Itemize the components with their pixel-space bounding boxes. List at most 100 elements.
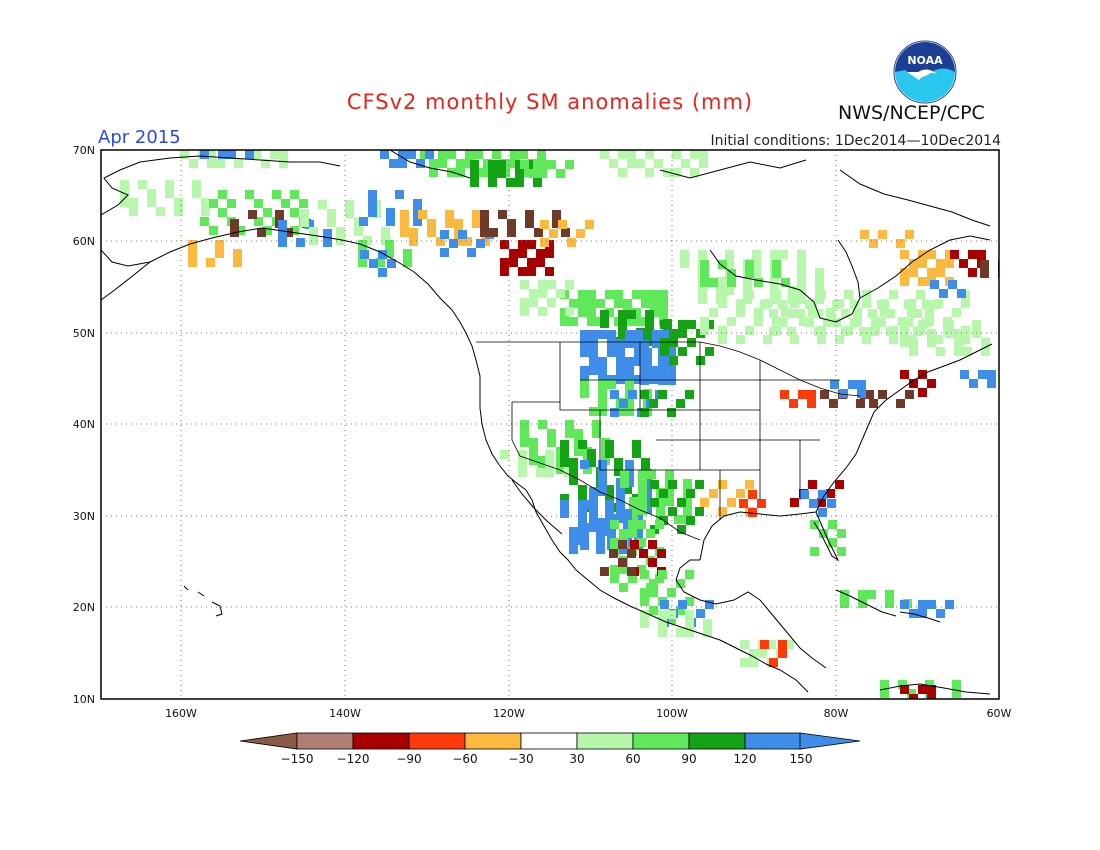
anomaly-cell [598, 366, 607, 375]
anomaly-cell [630, 540, 639, 549]
anomaly-cell [650, 498, 659, 507]
anomaly-cell [518, 459, 527, 468]
anomaly-cell [886, 327, 895, 336]
anomaly-cell [645, 319, 654, 328]
anomaly-cell [616, 366, 625, 375]
anomaly-cell [472, 219, 481, 228]
colorbar: −150 −120 −90 −60 −30 30 60 90 120 150 [239, 732, 861, 766]
anomaly-cell [835, 335, 844, 344]
anomaly-cell [678, 320, 687, 329]
longitude-labels: 160W 140W 120W 100W 80W 60W [165, 707, 1011, 720]
colorbar-high-arrow [799, 732, 861, 750]
anomaly-cell [614, 299, 623, 308]
anomaly-cell [748, 490, 757, 499]
anomaly-cell [643, 478, 652, 487]
anomaly-cell [757, 499, 766, 508]
anomaly-cell [587, 449, 596, 458]
anomaly-cell [227, 150, 236, 159]
anomaly-cell [290, 190, 299, 199]
anomaly-cell [641, 458, 650, 467]
anomaly-cell [248, 210, 257, 219]
anomaly-cell [767, 640, 776, 649]
anomaly-cell [727, 498, 736, 507]
anomaly-cell [844, 290, 853, 299]
anomaly-cell [607, 348, 616, 357]
anomaly-cell [507, 219, 516, 228]
anomaly-cell [589, 366, 598, 375]
anomaly-cell [725, 259, 734, 268]
anomaly-cell [797, 268, 806, 277]
anomaly-cell [345, 209, 354, 218]
anomaly-cell [378, 250, 387, 259]
anomaly-cell [558, 220, 567, 229]
anomaly-cell [859, 327, 868, 336]
lon-label: 120W [493, 707, 525, 720]
anomaly-cell [607, 532, 616, 541]
anomaly-cell [520, 307, 529, 316]
anomaly-cell [627, 567, 636, 576]
anomaly-cell [918, 685, 927, 694]
anomaly-cell [569, 458, 578, 467]
anomaly-cell [650, 299, 659, 308]
anomaly-cell [600, 319, 609, 328]
anomaly-cell [853, 308, 862, 317]
anomaly-cell [318, 200, 327, 209]
anomaly-cell [529, 169, 538, 178]
anomaly-cell [687, 338, 696, 347]
anomaly-cell [665, 470, 674, 479]
agency-label: NWS/NCEP/CPC [838, 102, 985, 124]
anomaly-cell [815, 295, 824, 304]
anomaly-cell [856, 399, 865, 408]
anomaly-cell [718, 335, 727, 344]
anomaly-cell [659, 308, 668, 317]
lon-label: 80W [824, 707, 849, 720]
anomaly-cell [954, 329, 963, 338]
anomaly-cell [278, 229, 287, 238]
anomaly-cell [261, 159, 270, 168]
anomaly-cell [416, 159, 425, 168]
anomaly-cell [969, 379, 978, 388]
anomaly-cell [832, 318, 841, 327]
anomaly-cell [880, 308, 889, 317]
anomaly-cell [918, 277, 927, 286]
anomaly-cell [481, 237, 490, 246]
anomaly-cell [440, 230, 449, 239]
anomaly-cell [954, 338, 963, 347]
anomaly-cell [772, 290, 781, 299]
anomaly-cell [480, 210, 489, 219]
anomaly-cell [567, 238, 576, 247]
anomaly-cell [752, 259, 761, 268]
anomaly-cell [978, 370, 987, 379]
anomaly-cell [699, 159, 708, 168]
anomaly-cell [945, 320, 954, 329]
anomaly-cell [189, 159, 198, 168]
colorbar-box [632, 732, 690, 750]
anomaly-cell [598, 330, 607, 339]
anomaly-cell [538, 160, 547, 169]
anomaly-cell [828, 538, 837, 547]
anomaly-cell [789, 399, 798, 408]
lat-label: 10N [73, 693, 95, 706]
anomaly-cell [629, 515, 638, 524]
anomaly-cell [580, 541, 589, 550]
anomaly-cell [808, 308, 817, 317]
anomaly-cell [518, 450, 527, 459]
anomaly-cell [230, 219, 239, 228]
anomaly-cell [209, 226, 218, 235]
colorbar-label: −30 [508, 752, 533, 766]
anomaly-cell [981, 347, 990, 356]
anomaly-cell [900, 320, 909, 329]
anomaly-cell [977, 250, 986, 259]
anomaly-cell [736, 489, 745, 498]
anomaly-cell [578, 290, 587, 299]
anomaly-cell [681, 159, 690, 168]
anomaly-cell [561, 228, 570, 237]
anomaly-cell [645, 150, 654, 159]
anomaly-cell [819, 529, 828, 538]
anomaly-cell [598, 487, 607, 496]
anomaly-cell [640, 570, 649, 579]
anomaly-cell [678, 347, 687, 356]
anomaly-cell [218, 150, 227, 159]
anomaly-cell [398, 159, 407, 168]
anomaly-cell [625, 380, 634, 389]
